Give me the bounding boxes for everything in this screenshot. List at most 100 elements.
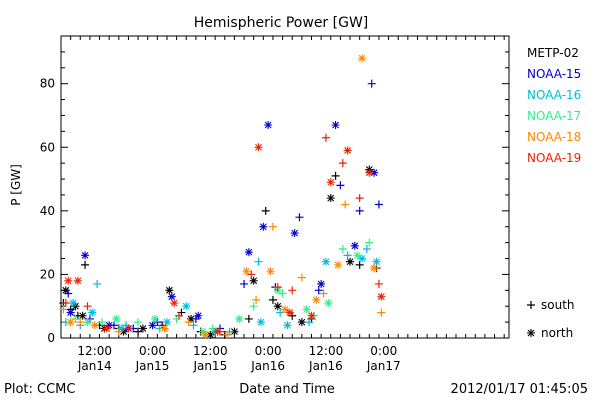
- legend: METP-02 NOAA-15 NOAA-16 NOAA-17 NOAA-18 NOAA-…: [527, 46, 581, 340]
- south-point: [314, 286, 323, 295]
- legend-entry: METP-02: [527, 46, 579, 60]
- south-point: [64, 289, 73, 298]
- plot-frame: [60, 35, 510, 339]
- north-point: [249, 276, 258, 285]
- north-point: [377, 292, 386, 301]
- south-point: [249, 302, 258, 311]
- south-point: [252, 295, 261, 304]
- north-point: [358, 54, 367, 63]
- north-point: [331, 121, 340, 130]
- north-point: [66, 318, 75, 327]
- north-point: [167, 292, 176, 301]
- north-point: [194, 311, 203, 320]
- north-point: [527, 329, 535, 337]
- x-tick-time-label: 0:00: [139, 344, 166, 358]
- north-point: [165, 286, 174, 295]
- south-point: [365, 238, 374, 247]
- x-tick-time-label: 12:00: [309, 344, 344, 358]
- north-point: [162, 318, 171, 327]
- south-point: [297, 273, 306, 282]
- north-point: [326, 194, 335, 203]
- x-tick-date-label: Jan15: [192, 359, 227, 373]
- south-point: [134, 327, 143, 336]
- south-point: [278, 289, 287, 298]
- south-point: [83, 302, 92, 311]
- north-point: [242, 267, 251, 276]
- series-noaa-15: [64, 79, 383, 333]
- south-point: [261, 206, 270, 215]
- south-point: [355, 206, 364, 215]
- series-noaa-19: [61, 133, 386, 336]
- north-point: [206, 330, 215, 339]
- south-point: [374, 200, 383, 209]
- south-point: [268, 222, 277, 231]
- north-point: [256, 318, 265, 327]
- north-point: [138, 324, 147, 333]
- north-point: [187, 314, 196, 323]
- north-point: [83, 318, 92, 327]
- north-point: [201, 330, 210, 339]
- north-point: [333, 260, 342, 269]
- south-point: [59, 305, 68, 314]
- x-tick-time-label: 12:00: [193, 344, 228, 358]
- south-point: [273, 283, 282, 292]
- south-point: [321, 133, 330, 142]
- chart-title: Hemispheric Power [GW]: [194, 15, 369, 31]
- south-point: [247, 270, 256, 279]
- south-point: [71, 314, 80, 323]
- axes: 02040608012:00Jan140:00Jan1512:00Jan150:…: [40, 36, 509, 373]
- north-point: [370, 168, 379, 177]
- y-tick-label: 80: [40, 77, 55, 91]
- south-point: [184, 318, 193, 327]
- south-point: [367, 79, 376, 88]
- north-point: [213, 327, 222, 336]
- north-point: [353, 251, 362, 260]
- south-point: [527, 301, 535, 309]
- north-point: [281, 305, 289, 314]
- south-point: [338, 159, 347, 168]
- south-point: [288, 286, 297, 295]
- south-point: [97, 318, 106, 327]
- north-point: [230, 327, 239, 336]
- x-tick-date-label: Jan17: [366, 359, 401, 373]
- north-point: [312, 295, 321, 304]
- north-point: [343, 146, 352, 155]
- y-axis-label: P [GW]: [9, 164, 23, 206]
- north-point: [326, 178, 335, 187]
- series-metp-02: [59, 165, 381, 339]
- y-tick-label: 0: [47, 331, 55, 345]
- north-point: [81, 251, 90, 260]
- north-point: [78, 311, 87, 320]
- x-tick-date-label: Jan16: [308, 359, 343, 373]
- north-point: [307, 311, 316, 320]
- south-point: [93, 279, 102, 288]
- series-noaa-16: [61, 244, 381, 336]
- south-point: [124, 324, 133, 333]
- y-tick-label: 40: [40, 204, 55, 218]
- north-point: [73, 276, 82, 285]
- north-point: [90, 321, 99, 330]
- north-point: [273, 302, 282, 311]
- south-point: [331, 171, 340, 180]
- north-point: [148, 321, 157, 330]
- south-point: [76, 318, 85, 327]
- south-point: [336, 181, 345, 190]
- south-point: [276, 308, 285, 317]
- footer-right: 2012/01/17 01:45:05: [450, 382, 588, 397]
- south-point: [223, 330, 232, 339]
- north-point: [365, 168, 374, 177]
- north-point: [66, 308, 75, 317]
- north-point: [117, 324, 126, 333]
- north-point: [297, 318, 306, 327]
- x-tick-date-label: Jan14: [77, 359, 112, 373]
- x-tick-date-label: Jan15: [135, 359, 170, 373]
- data-points: [59, 54, 386, 339]
- x-tick-time-label: 12:00: [77, 344, 112, 358]
- north-point: [112, 314, 121, 323]
- south-point: [341, 200, 350, 209]
- north-point: [372, 257, 381, 266]
- north-point: [266, 267, 275, 276]
- x-tick-time-label: 0:00: [370, 344, 397, 358]
- south-point: [175, 311, 184, 320]
